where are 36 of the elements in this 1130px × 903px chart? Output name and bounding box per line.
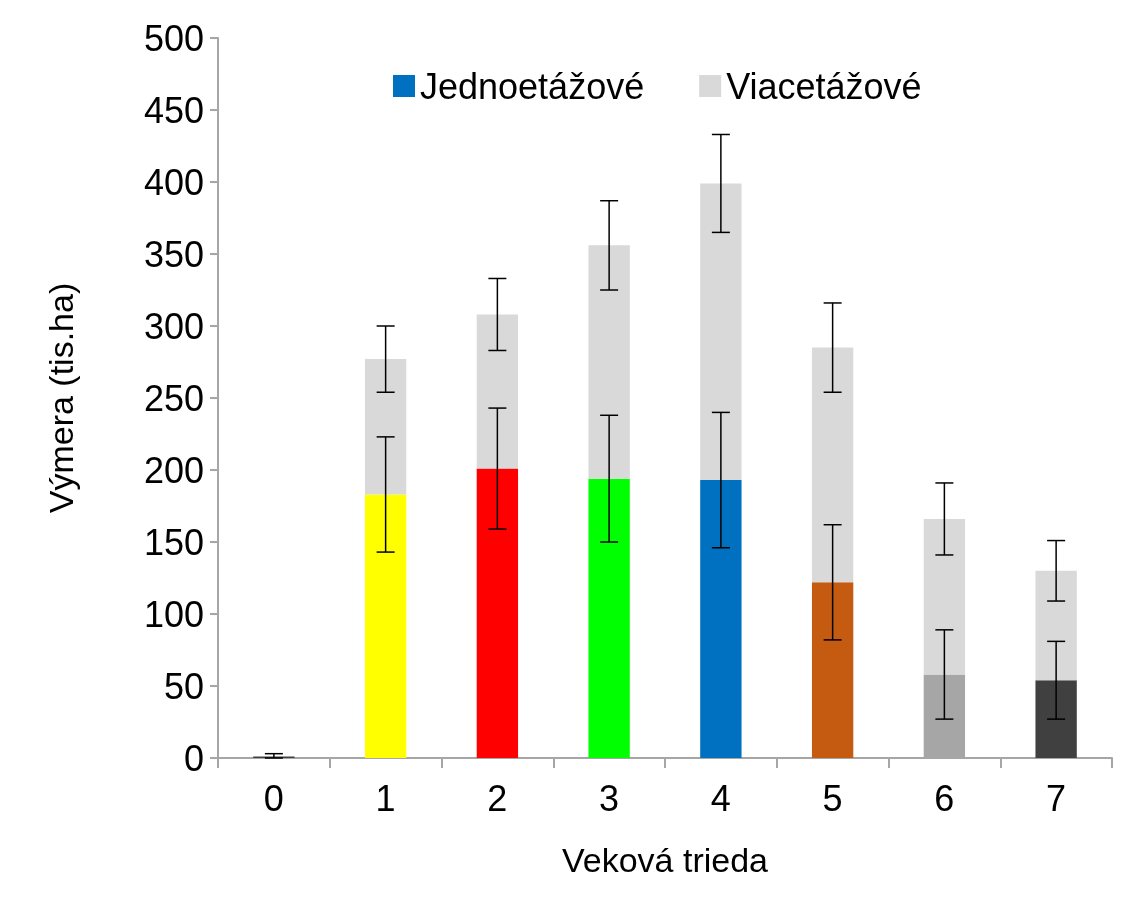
y-axis-title: Výmera (tis.ha) xyxy=(42,282,80,514)
legend-label: Viacetážové xyxy=(726,65,922,107)
bar xyxy=(588,478,630,758)
bar xyxy=(1035,680,1077,758)
y-tick-label: 450 xyxy=(143,89,204,131)
bar xyxy=(811,347,854,583)
bar xyxy=(700,183,742,481)
y-tick-label: 0 xyxy=(183,737,204,779)
x-axis-title: Veková trieda xyxy=(561,841,769,879)
x-tick-label: 1 xyxy=(375,777,396,819)
x-tick-label: 6 xyxy=(934,777,955,819)
x-tick-label: 3 xyxy=(599,777,620,819)
bar xyxy=(923,518,966,675)
bar xyxy=(476,468,519,758)
bar xyxy=(364,359,407,495)
bar xyxy=(1035,570,1077,681)
legend-label: Jednoetážové xyxy=(420,65,645,107)
y-tick-label: 500 xyxy=(143,17,204,59)
y-tick-label: 250 xyxy=(143,377,204,419)
x-tick-label: 2 xyxy=(487,777,508,819)
y-tick-label: 50 xyxy=(163,665,204,707)
bar xyxy=(811,582,854,758)
y-tick-label: 350 xyxy=(143,233,204,275)
bar xyxy=(700,480,742,758)
y-tick-label: 200 xyxy=(143,449,204,491)
bar xyxy=(476,314,519,469)
bar xyxy=(364,494,407,758)
y-tick-label: 400 xyxy=(143,161,204,203)
y-tick-label: 100 xyxy=(143,593,204,635)
y-tick-label: 300 xyxy=(143,305,204,347)
x-tick-label: 0 xyxy=(263,777,284,819)
x-tick-label: 4 xyxy=(710,777,731,819)
y-tick-label: 150 xyxy=(143,521,204,563)
x-tick-label: 7 xyxy=(1046,777,1067,819)
bar xyxy=(588,245,630,479)
x-tick-label: 5 xyxy=(822,777,843,819)
